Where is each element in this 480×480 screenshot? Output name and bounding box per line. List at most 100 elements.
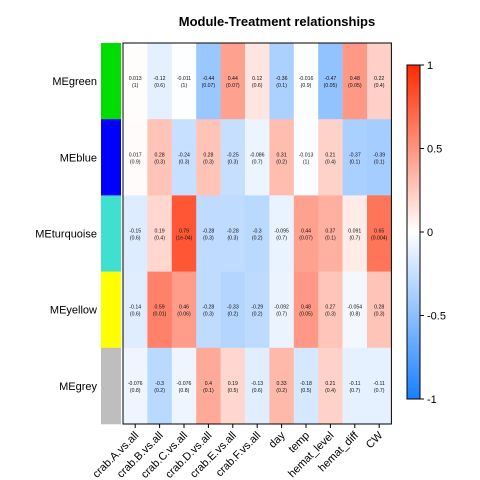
cell-correlation-label: -0.086: [250, 152, 265, 158]
chart-title: Module-Treatment relationships: [179, 14, 375, 29]
heatmap-cell: [220, 347, 246, 425]
heatmap-cell: [245, 43, 270, 120]
cell-pvalue-label: (0.7): [349, 388, 360, 394]
module-color-swatch: [101, 347, 121, 425]
heatmap-cell: [147, 119, 173, 196]
cell-pvalue-label: (1): [181, 83, 188, 89]
heatmap-cell: [367, 195, 392, 272]
cell-correlation-label: 0.33: [277, 381, 287, 387]
cell-pvalue-label: (0.3): [203, 159, 214, 165]
cell-correlation-label: 0.46: [179, 305, 189, 311]
column-label: CW: [364, 429, 386, 451]
cell-correlation-label: -0.016: [299, 76, 314, 82]
cell-correlation-label: 0.37: [325, 229, 335, 235]
cell-correlation-label: -0.12: [154, 76, 166, 82]
heatmap-cell: [318, 347, 343, 425]
cell-correlation-label: 0.48: [301, 305, 311, 311]
heatmap-cell: [318, 271, 343, 349]
cell-pvalue-label: (0.07): [202, 83, 216, 89]
cell-pvalue-label: (0.3): [227, 236, 238, 242]
colorbar-tick-label: -1: [427, 394, 437, 406]
row-label: MEgreen: [52, 76, 97, 88]
cell-pvalue-label: (0.4): [154, 236, 165, 242]
heatmap-cell: [171, 347, 197, 425]
module-color-swatch: [101, 119, 121, 196]
cell-pvalue-label: (0.2): [276, 159, 287, 165]
heatmap-cell: [196, 43, 221, 120]
cell-pvalue-label: (0.1): [349, 159, 360, 165]
heatmap-cell: [367, 43, 392, 120]
heatmap-cell: [367, 347, 392, 425]
cell-correlation-label: -0.33: [227, 305, 239, 311]
cell-correlation-label: 0.013: [129, 76, 142, 82]
heatmap-cell: [220, 119, 246, 196]
heatmap-cell: [147, 347, 173, 425]
cell-pvalue-label: (0.2): [252, 312, 263, 318]
cell-pvalue-label: (0.6): [252, 83, 263, 89]
heatmap-cell: [123, 119, 148, 196]
heatmap-cell: [245, 271, 270, 349]
colorbar: [406, 64, 421, 400]
cell-pvalue-label: (0.2): [276, 388, 287, 394]
heatmap-cell: [269, 43, 295, 120]
cell-pvalue-label: (0.8): [130, 388, 141, 394]
cell-correlation-label: 0.79: [179, 229, 189, 235]
cell-correlation-label: -0.28: [202, 305, 214, 311]
heatmap-cell: [318, 43, 343, 120]
cell-pvalue-label: (0.1): [203, 388, 214, 394]
cell-pvalue-label: (0.7): [276, 236, 287, 242]
cell-correlation-label: 0.4: [205, 381, 212, 387]
cell-correlation-label: 0.28: [203, 152, 213, 158]
heatmap-cell: [342, 43, 368, 120]
heatmap-cell: [269, 347, 295, 425]
cell-correlation-label: 0.21: [325, 152, 335, 158]
cell-pvalue-label: (0.1): [374, 159, 385, 165]
heatmap-cell: [293, 347, 319, 425]
column-label: day: [267, 429, 288, 450]
heatmap-cell: [269, 271, 295, 349]
cell-correlation-label: -0.14: [129, 305, 141, 311]
cell-correlation-label: 0.27: [325, 305, 335, 311]
cell-correlation-label: -0.44: [202, 76, 214, 82]
cell-correlation-label: 0.28: [155, 152, 165, 158]
cell-pvalue-label: (0.9): [130, 159, 141, 165]
cell-pvalue-label: (0.07): [299, 236, 313, 242]
cell-correlation-label: 0.44: [228, 76, 238, 82]
cell-pvalue-label: (0.5): [227, 388, 238, 394]
cell-correlation-label: 0.21: [325, 381, 335, 387]
cell-pvalue-label: (0.7): [276, 312, 287, 318]
cell-pvalue-label: (0.7): [374, 388, 385, 394]
cell-correlation-label: -0.24: [178, 152, 190, 158]
heatmap-cell: [367, 119, 392, 196]
cell-pvalue-label: (0.8): [179, 388, 190, 394]
cell-correlation-label: 0.12: [252, 76, 262, 82]
cell-correlation-label: -0.092: [274, 305, 289, 311]
cell-correlation-label: -0.39: [373, 152, 385, 158]
heatmap-cell: [245, 347, 270, 425]
heatmap-cell: [196, 195, 221, 272]
cell-pvalue-label: (0.4): [374, 83, 385, 89]
cell-pvalue-label: (1): [303, 159, 310, 165]
cell-correlation-label: -0.11: [373, 381, 385, 387]
row-label: MEturquoise: [35, 229, 97, 241]
cell-correlation-label: -0.28: [202, 229, 214, 235]
cell-pvalue-label: (0.2): [252, 236, 263, 242]
colorbar-tick-label: 0: [427, 227, 433, 239]
cell-correlation-label: -0.013: [299, 152, 314, 158]
heatmap-cell: [196, 271, 221, 349]
cell-correlation-label: -0.3: [155, 381, 164, 387]
cell-pvalue-label: (0.06): [177, 312, 191, 318]
cell-correlation-label: 0.44: [301, 229, 311, 235]
row-label: MEyellow: [50, 305, 97, 317]
cell-pvalue-label: (0.2): [227, 312, 238, 318]
cell-correlation-label: 0.59: [155, 305, 165, 311]
cell-correlation-label: 0.091: [348, 229, 361, 235]
heatmap-cell: [367, 271, 392, 349]
cell-correlation-label: 0.28: [374, 305, 384, 311]
cell-pvalue-label: (0.4): [325, 159, 336, 165]
cell-pvalue-label: (0.05): [348, 83, 362, 89]
cell-correlation-label: -0.011: [177, 76, 191, 82]
cell-correlation-label: -0.37: [349, 152, 361, 158]
cell-pvalue-label: (0.05): [324, 83, 338, 89]
